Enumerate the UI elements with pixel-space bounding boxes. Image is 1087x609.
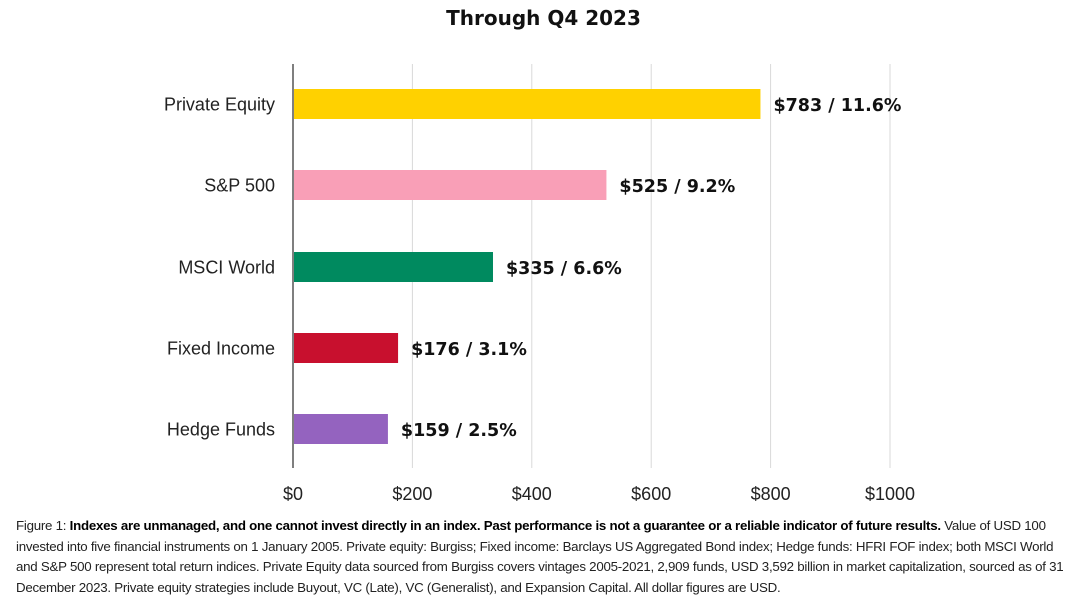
gridlines	[411, 64, 891, 468]
bars	[293, 89, 761, 444]
category-label: Private Equity	[164, 95, 275, 115]
x-tick-label: $600	[631, 484, 671, 504]
bar	[293, 414, 388, 444]
category-label: Hedge Funds	[167, 420, 275, 440]
bar	[293, 252, 493, 282]
category-label: Fixed Income	[167, 339, 275, 359]
x-tick-label: $0	[283, 484, 303, 504]
data-label: $783 / 11.6%	[773, 96, 901, 116]
x-tick-label: $1000	[865, 484, 915, 504]
x-tick-label: $400	[512, 484, 552, 504]
category-label: MSCI World	[178, 258, 275, 278]
bar	[293, 333, 399, 363]
bar	[293, 89, 761, 119]
bar	[293, 170, 607, 200]
caption-prefix: Figure 1:	[16, 518, 70, 533]
caption-body-text: Value of USD 100 invested into five fina…	[16, 518, 1064, 595]
bar-chart: $0 $200 $400 $600 $800 $1000 Private Equity $78…	[164, 64, 915, 505]
data-label: $159 / 2.5%	[401, 421, 517, 441]
data-label: $335 / 6.6%	[506, 259, 622, 279]
data-label: $525 / 9.2%	[619, 177, 735, 197]
data-label: $176 / 3.1%	[411, 340, 527, 360]
x-tick-label: $800	[751, 484, 791, 504]
x-tick-label: $200	[392, 484, 432, 504]
category-label: S&P 500	[204, 176, 275, 196]
caption-bold-text: Indexes are unmanaged, and one cannot in…	[69, 518, 941, 533]
labels: $0 $200 $400 $600 $800 $1000 Private Equity $78…	[164, 95, 915, 505]
chart-title: Through Q4 2023	[446, 6, 641, 30]
figure-caption: Figure 1: Indexes are unmanaged, and one…	[16, 516, 1074, 598]
